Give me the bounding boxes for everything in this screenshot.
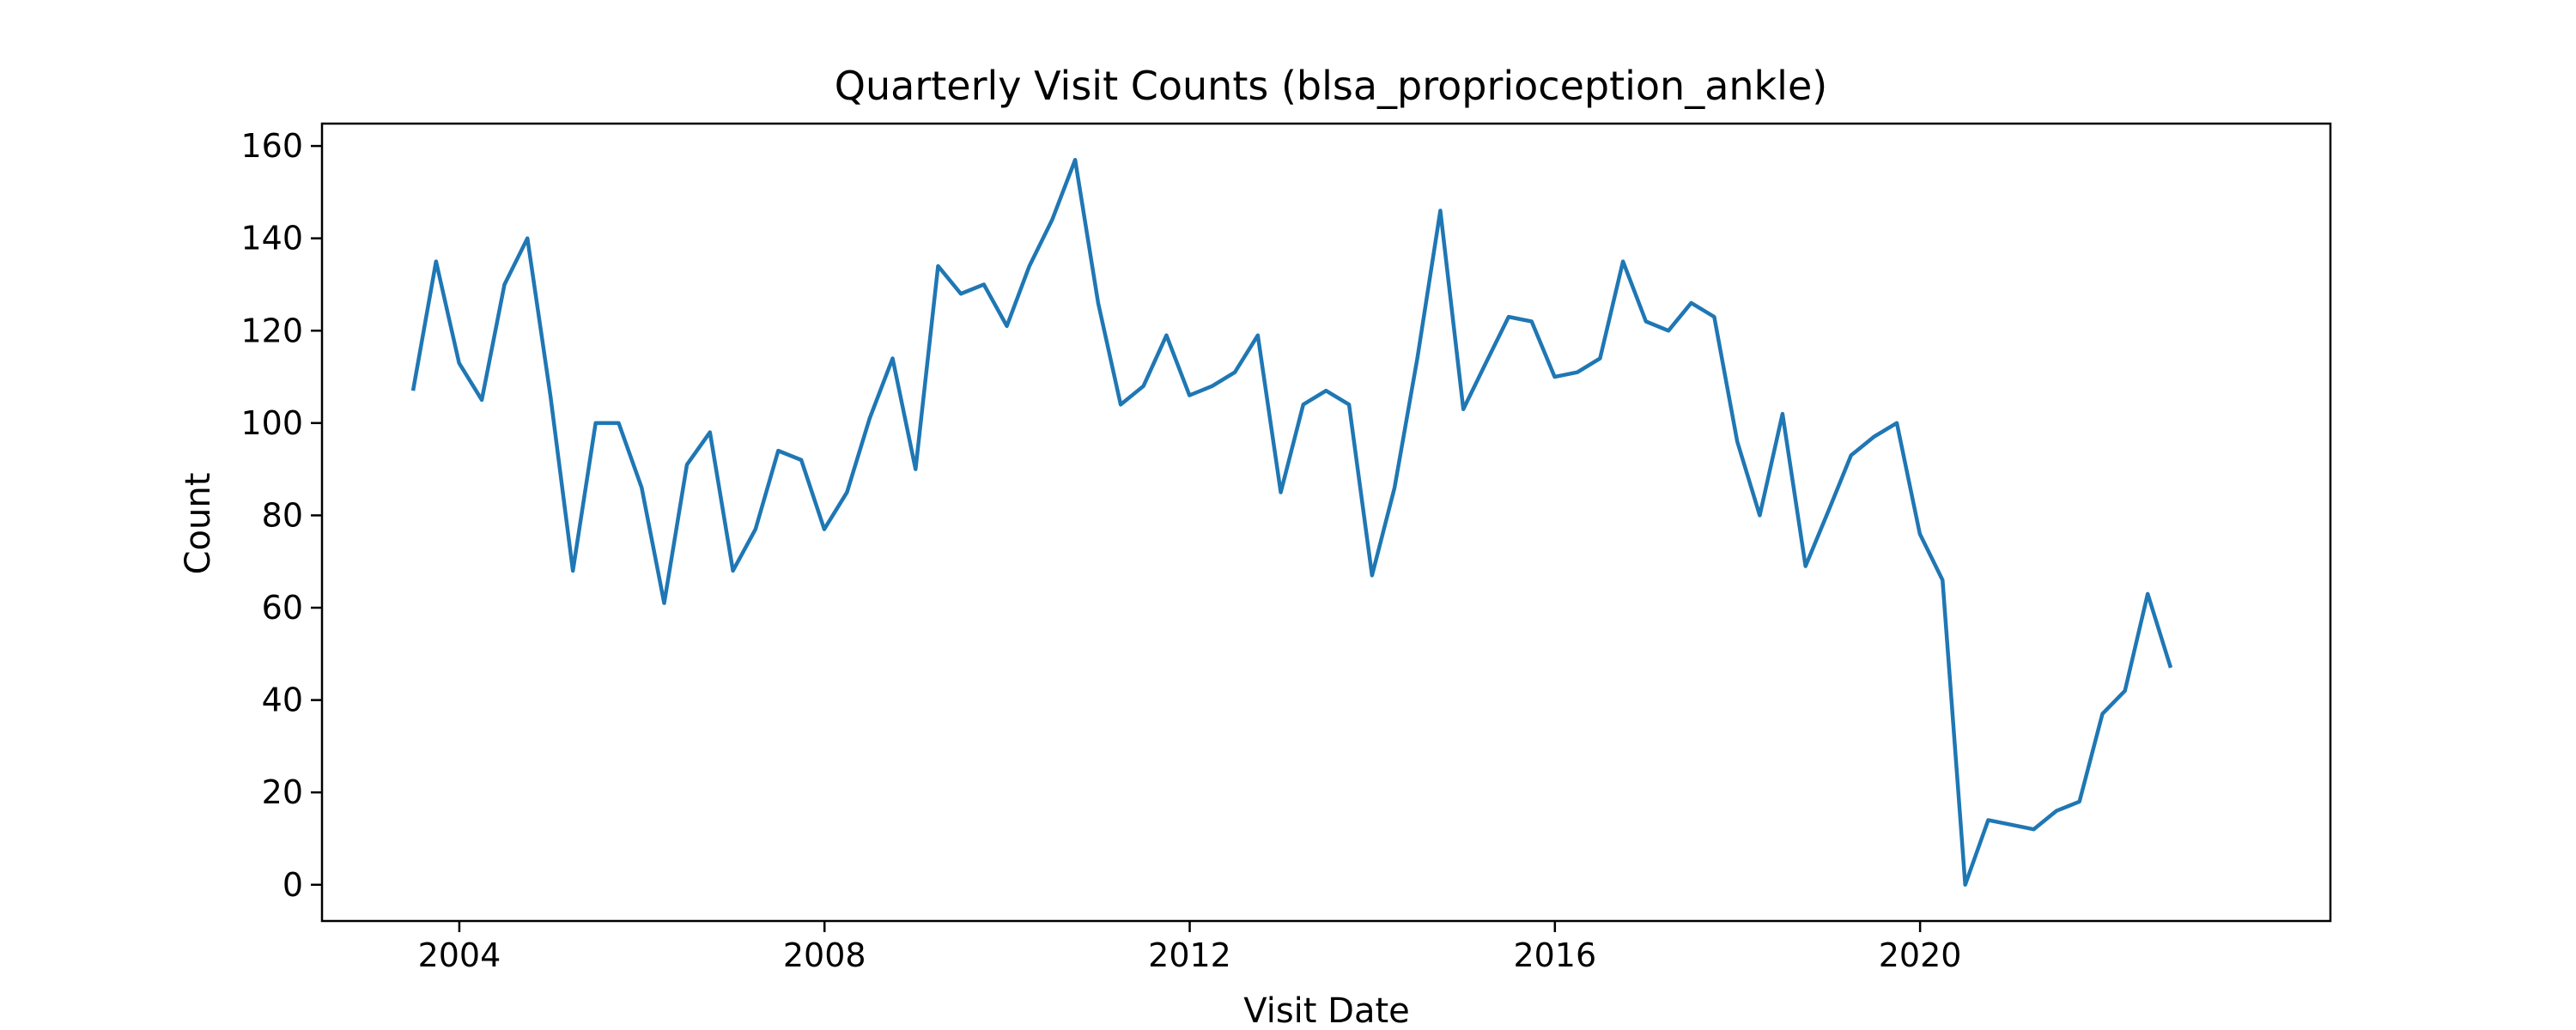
chart-title: Quarterly Visit Counts (blsa_propriocept… xyxy=(835,63,1827,109)
y-axis-label: Count xyxy=(179,473,218,575)
y-tick-label: 100 xyxy=(240,404,303,442)
y-tick-label: 140 xyxy=(240,220,303,258)
series-line-0 xyxy=(410,157,2173,888)
y-tick-label: 60 xyxy=(262,589,303,627)
x-tick-label: 2004 xyxy=(418,936,501,974)
y-tick-label: 80 xyxy=(262,496,303,534)
y-tick-label: 120 xyxy=(240,312,303,349)
y-tick-label: 20 xyxy=(262,773,303,811)
y-tick-label: 0 xyxy=(283,866,303,904)
x-tick-label: 2016 xyxy=(1513,936,1596,974)
y-tick-label: 40 xyxy=(262,682,303,719)
series-group xyxy=(410,157,2173,888)
y-tick-label: 160 xyxy=(240,127,303,165)
x-tick-label: 2012 xyxy=(1148,936,1231,974)
y-axis-ticks: 0 20 40 60 80 100 120 140 160 xyxy=(240,127,322,904)
x-tick-label: 2008 xyxy=(783,936,866,974)
x-axis-label: Visit Date xyxy=(1243,991,1410,1030)
plot-area-frame xyxy=(320,122,2332,923)
x-axis-ticks: 2004 2008 2012 2016 2020 xyxy=(418,921,1962,974)
x-tick-label: 2020 xyxy=(1879,936,1962,974)
